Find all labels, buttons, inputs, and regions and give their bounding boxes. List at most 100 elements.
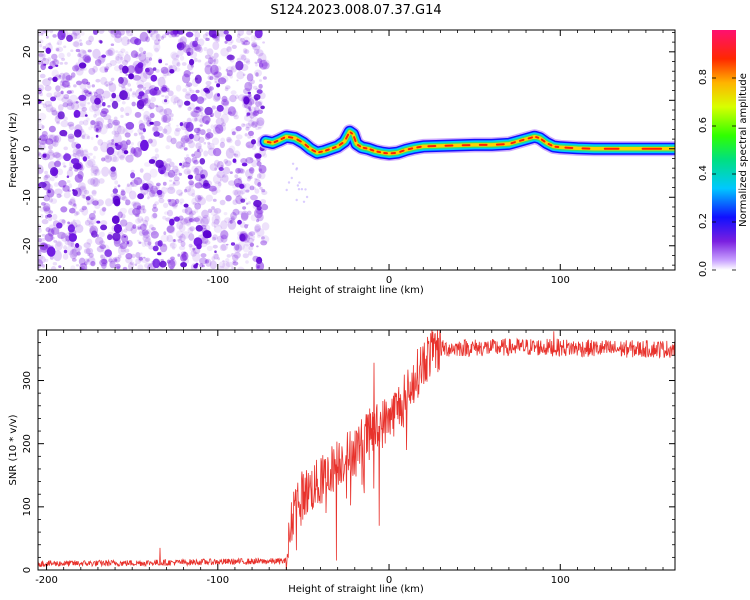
noise-blob	[141, 108, 145, 111]
noise-blob	[116, 266, 121, 270]
noise-blob	[77, 53, 82, 58]
noise-blob	[167, 30, 174, 38]
noise-blob	[236, 57, 242, 62]
noise-blob	[122, 65, 129, 74]
noise-blob	[106, 49, 112, 56]
noise-blob	[233, 251, 241, 259]
noise-blob	[213, 224, 223, 233]
noise-blob	[87, 253, 90, 256]
noise-blob	[123, 235, 127, 238]
noise-blob	[196, 148, 200, 152]
noise-blob	[55, 85, 61, 92]
noise-blob	[113, 65, 122, 72]
noise-blob	[103, 114, 112, 121]
noise-blob	[124, 248, 130, 253]
noise-blob	[244, 133, 248, 137]
noise-blob	[39, 244, 49, 253]
noise-blob	[125, 30, 131, 34]
noise-blob	[95, 117, 105, 126]
noise-blob	[195, 142, 202, 150]
noise-blob	[209, 163, 218, 172]
noise-blob	[229, 58, 235, 63]
noise-blob	[254, 153, 262, 159]
noise-blob	[101, 54, 107, 58]
noise-blob	[49, 30, 54, 34]
noise-blob	[71, 258, 77, 262]
noise-blob	[90, 216, 95, 221]
noise-blob	[67, 133, 75, 139]
noise-blob	[200, 217, 209, 227]
noise-blob	[172, 182, 176, 186]
noise-blob	[170, 259, 177, 267]
noise-blob	[99, 258, 108, 267]
noise-speck	[295, 168, 298, 171]
noise-blob	[245, 260, 249, 264]
noise-blob	[106, 142, 116, 154]
noise-blob	[163, 171, 170, 178]
noise-blob	[138, 256, 143, 261]
noise-blob	[58, 74, 62, 78]
noise-blob	[253, 152, 261, 159]
noise-blob	[218, 167, 224, 171]
noise-blob	[212, 174, 222, 185]
noise-blob	[210, 208, 218, 216]
noise-blob	[176, 124, 179, 127]
noise-blob	[125, 51, 129, 56]
noise-blob	[161, 70, 164, 74]
noise-blob	[150, 228, 158, 236]
noise-blob	[113, 121, 119, 125]
noise-blob	[116, 228, 124, 235]
noise-blob	[43, 174, 49, 181]
noise-blob	[260, 235, 270, 244]
noise-blob	[176, 62, 181, 67]
noise-blob	[169, 242, 175, 247]
snr-line	[38, 330, 675, 570]
noise-blob	[168, 161, 175, 168]
noise-blob	[98, 30, 105, 34]
noise-blob	[168, 64, 173, 71]
noise-blob	[44, 174, 51, 179]
noise-blob	[110, 166, 116, 172]
noise-blob	[98, 231, 105, 238]
noise-blob	[136, 206, 145, 215]
noise-blob	[176, 230, 184, 238]
noise-blob	[140, 135, 145, 141]
noise-blob	[212, 234, 218, 241]
noise-blob	[167, 209, 173, 217]
noise-blob	[154, 201, 159, 206]
noise-blob	[175, 127, 181, 132]
noise-blob	[160, 66, 169, 74]
noise-blob	[194, 43, 202, 52]
noise-blob	[124, 123, 128, 126]
noise-blob	[42, 153, 47, 158]
noise-blob	[56, 222, 63, 229]
noise-blob	[38, 135, 47, 145]
noise-blob	[193, 127, 201, 133]
colorbar-tick-label: 0.4	[698, 165, 709, 181]
noise-blob	[247, 120, 255, 127]
noise-blob	[78, 62, 87, 69]
noise-blob	[104, 81, 110, 87]
noise-blob	[115, 144, 122, 151]
noise-blob	[243, 58, 251, 63]
noise-blob	[181, 208, 188, 214]
noise-blob	[62, 102, 69, 108]
noise-blob	[240, 212, 249, 221]
noise-blob	[211, 221, 216, 227]
noise-blob	[197, 197, 207, 206]
noise-blob	[110, 154, 117, 163]
noise-blob	[87, 155, 91, 160]
noise-blob	[138, 119, 144, 126]
noise-blob	[149, 112, 155, 119]
noise-blob	[226, 46, 232, 53]
noise-blob	[191, 156, 198, 163]
noise-blob	[127, 262, 134, 270]
noise-blob	[170, 137, 177, 145]
noise-blob	[136, 239, 140, 242]
noise-blob	[205, 37, 210, 42]
noise-blob	[141, 182, 145, 185]
noise-blob	[256, 219, 260, 223]
noise-blob	[195, 239, 203, 248]
